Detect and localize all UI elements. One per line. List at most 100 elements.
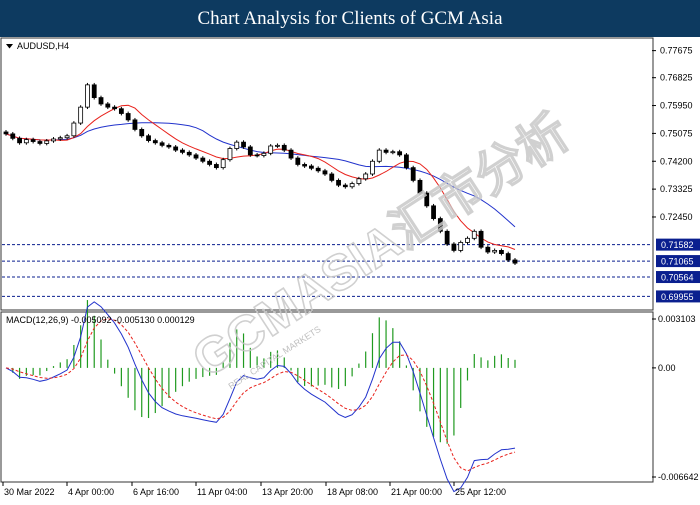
candle (166, 144, 172, 148)
macd-tick-label: 0.003103 (658, 314, 696, 324)
candle (437, 218, 443, 232)
price-level-label: 0.69955 (661, 292, 694, 302)
candle (363, 173, 369, 180)
candle (390, 151, 396, 154)
candle (295, 157, 301, 165)
candle (288, 149, 294, 159)
macd-tick-label: -0.006642 (658, 472, 699, 482)
candle (492, 250, 498, 253)
candle (30, 139, 36, 142)
candle (132, 119, 138, 130)
candle (23, 139, 29, 144)
candle (376, 149, 382, 162)
candle (424, 192, 430, 207)
symbol-menu-icon[interactable] (6, 44, 13, 49)
candle (125, 113, 131, 121)
price-tick-label: 0.76825 (660, 73, 693, 83)
candle (51, 138, 56, 142)
time-tick-label: 21 Apr 00:00 (391, 487, 442, 497)
price-tick-label: 0.75075 (660, 128, 693, 138)
candle (465, 237, 470, 243)
candle (227, 148, 233, 161)
candle (370, 160, 375, 175)
candle (213, 164, 219, 169)
price-level-label: 0.70564 (661, 273, 694, 283)
candle (17, 137, 22, 144)
candle (139, 129, 145, 137)
fast-moving-average (5, 104, 516, 250)
candle (180, 149, 185, 153)
candle (64, 135, 70, 139)
candle (207, 160, 213, 165)
candle (471, 230, 477, 239)
time-tick-label: 25 Apr 12:00 (455, 487, 506, 497)
candle (444, 230, 450, 245)
moving-averages (5, 104, 516, 250)
chart-title-bar: Chart Analysis for Clients of GCM Asia (0, 0, 700, 37)
macd-tick-label: 0.00 (658, 363, 676, 373)
symbol-label: AUDUSD,H4 (17, 41, 69, 51)
time-tick-label: 11 Apr 04:00 (197, 487, 247, 497)
chart-title: Chart Analysis for Clients of GCM Asia (197, 8, 503, 29)
price-level-label: 0.71065 (661, 257, 694, 267)
candle (451, 243, 457, 251)
candle (308, 165, 314, 169)
candle (322, 170, 328, 175)
chart-area[interactable]: 0.77675 0.76825 0.75950 0.75075 0.74200 0.733… (0, 37, 700, 500)
candle (118, 108, 124, 114)
price-tick-label: 0.72450 (660, 212, 693, 222)
price-tick-label: 0.75950 (660, 101, 693, 111)
candle (98, 97, 104, 105)
time-tick-label: 13 Apr 20:00 (262, 487, 313, 497)
candle (499, 250, 504, 254)
candle (146, 135, 151, 141)
candle (3, 131, 9, 135)
candle (44, 140, 50, 144)
candle (485, 246, 491, 253)
candle (105, 103, 111, 108)
price-level-label: 0.71582 (661, 240, 694, 250)
time-tick-label: 18 Apr 08:00 (327, 487, 378, 497)
macd-plot-frame (0, 311, 654, 483)
candle (275, 144, 280, 147)
candle (336, 179, 341, 186)
candle (186, 151, 192, 156)
candle (254, 154, 260, 157)
chart-canvas[interactable]: 0.77675 0.76825 0.75950 0.75075 0.74200 0.733… (0, 37, 700, 500)
time-tick-label: 4 Apr 00:00 (68, 487, 114, 497)
price-level-badge (656, 238, 700, 251)
price-level-badge (656, 271, 700, 284)
candle (404, 154, 409, 169)
candle (356, 178, 362, 184)
candle (417, 179, 423, 194)
candle (268, 145, 274, 154)
macd-label: MACD(12,26,9) -0.005092 -0.005130 0.0001… (6, 315, 195, 325)
candle (342, 184, 348, 188)
candle (410, 167, 416, 181)
candle (152, 140, 158, 144)
candle (10, 133, 16, 139)
candle (247, 146, 253, 156)
candle (193, 154, 199, 159)
time-tick-label: 30 Mar 2022 (4, 487, 55, 497)
candle (302, 164, 308, 167)
time-axis: 30 Mar 2022 4 Apr 00:00 6 Apr 16:00 11 Apr … (2, 482, 506, 497)
candle (329, 173, 335, 181)
candle (173, 146, 179, 151)
candle (315, 167, 321, 172)
candle (85, 84, 90, 108)
candle (281, 144, 287, 151)
price-tick-label: 0.73325 (660, 184, 693, 194)
macd-main-line (5, 301, 516, 493)
price-level-badge (656, 290, 700, 303)
candle (78, 106, 84, 124)
macd-lines (5, 301, 516, 493)
candle (478, 230, 484, 248)
candle (37, 141, 43, 144)
candle (71, 122, 77, 137)
candle (159, 142, 165, 146)
candle (383, 149, 389, 153)
candle (349, 183, 355, 188)
candle (512, 259, 518, 264)
macd-signal-line (5, 318, 516, 472)
